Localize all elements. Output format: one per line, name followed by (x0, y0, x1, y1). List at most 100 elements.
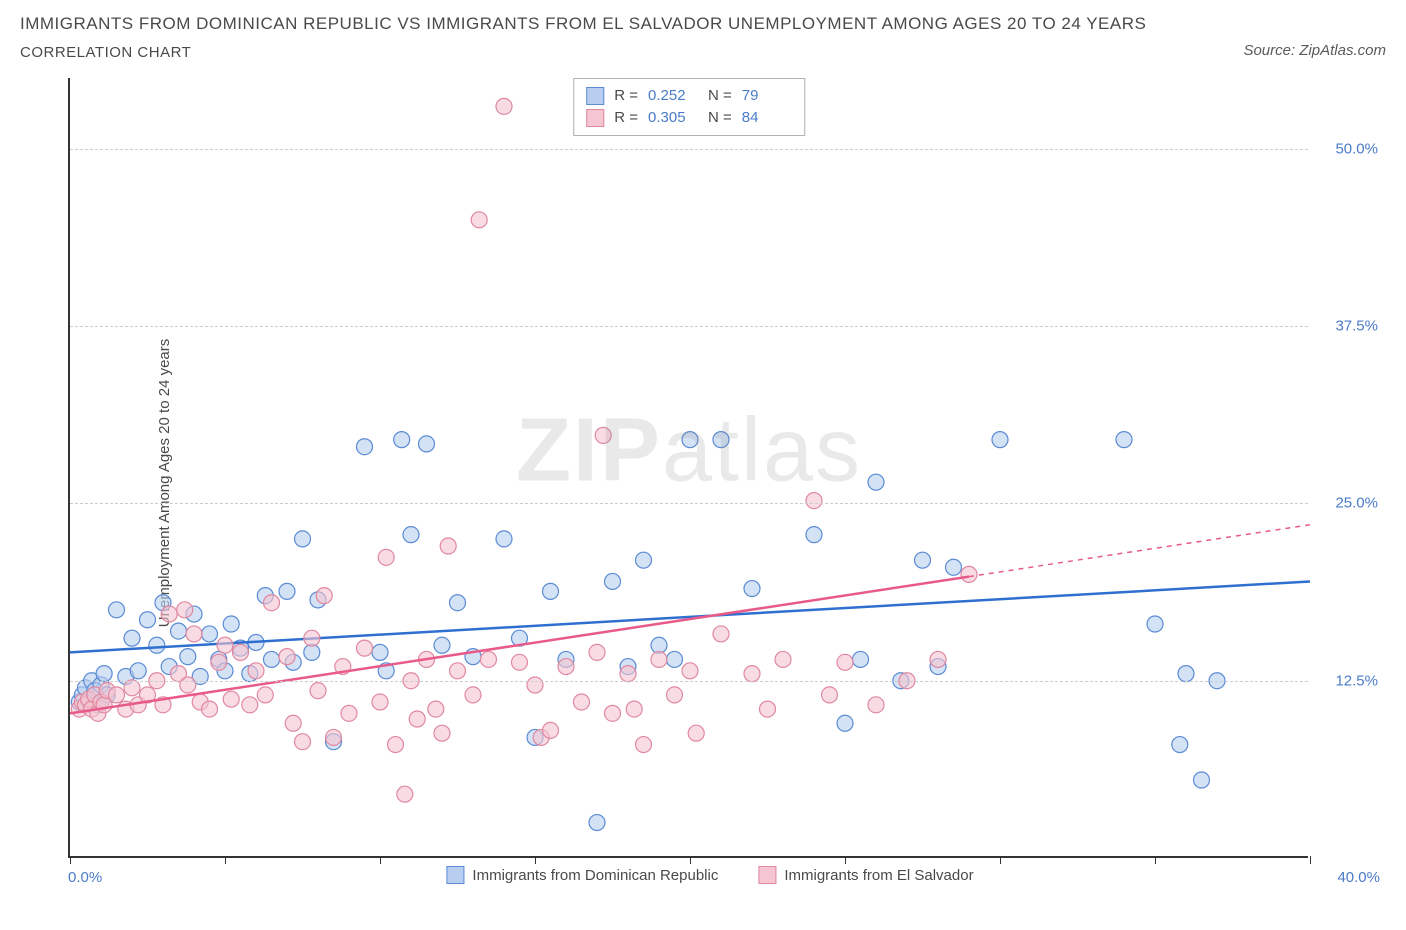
x-tick (225, 856, 226, 864)
data-point (279, 649, 295, 665)
data-point (419, 436, 435, 452)
legend-item-series1: Immigrants from Dominican Republic (446, 866, 718, 884)
data-point (310, 683, 326, 699)
data-point (1172, 737, 1188, 753)
data-point (496, 98, 512, 114)
data-point (744, 666, 760, 682)
data-point (186, 626, 202, 642)
x-tick (1155, 856, 1156, 864)
n-label: N = (708, 85, 732, 107)
data-point (440, 538, 456, 554)
data-point (775, 651, 791, 667)
data-point (992, 432, 1008, 448)
data-point (202, 701, 218, 717)
x-tick (1310, 856, 1311, 864)
data-point (806, 527, 822, 543)
swatch-series2-icon (758, 866, 776, 884)
data-point (341, 705, 357, 721)
data-point (372, 694, 388, 710)
chart-title-line1: IMMIGRANTS FROM DOMINICAN REPUBLIC VS IM… (20, 14, 1386, 34)
data-point (636, 552, 652, 568)
data-point (388, 737, 404, 753)
data-point (946, 559, 962, 575)
data-point (161, 606, 177, 622)
data-point (667, 687, 683, 703)
y-tick-label: 50.0% (1335, 140, 1378, 157)
x-tick (70, 856, 71, 864)
gridline (70, 326, 1308, 327)
data-point (124, 630, 140, 646)
r-label: R = (614, 85, 638, 107)
r-value-series1: 0.252 (648, 85, 698, 107)
data-point (1178, 666, 1194, 682)
data-point (223, 616, 239, 632)
data-point (316, 588, 332, 604)
data-point (868, 474, 884, 490)
data-point (543, 722, 559, 738)
scatter-plot-svg (70, 78, 1310, 858)
chart-title-line2: CORRELATION CHART (20, 44, 1386, 61)
data-point (372, 644, 388, 660)
data-point (171, 623, 187, 639)
data-point (620, 666, 636, 682)
data-point (96, 666, 112, 682)
legend-item-series2: Immigrants from El Salvador (758, 866, 973, 884)
data-point (295, 734, 311, 750)
trend-line (70, 581, 1310, 652)
plot-area: ZIPatlas R = 0.252 N = 79 R = 0.305 N = … (68, 78, 1308, 858)
n-value-series2: 84 (742, 107, 792, 129)
stats-row-series2: R = 0.305 N = 84 (586, 107, 792, 129)
data-point (279, 583, 295, 599)
data-point (264, 651, 280, 667)
x-tick (845, 856, 846, 864)
data-point (434, 637, 450, 653)
data-point (357, 640, 373, 656)
data-point (217, 637, 233, 653)
data-point (930, 651, 946, 667)
data-point (853, 651, 869, 667)
data-point (595, 427, 611, 443)
data-point (961, 566, 977, 582)
data-point (378, 549, 394, 565)
data-point (605, 705, 621, 721)
data-point (264, 595, 280, 611)
data-point (450, 663, 466, 679)
data-point (667, 651, 683, 667)
data-point (149, 637, 165, 653)
x-tick (380, 856, 381, 864)
gridline (70, 681, 1308, 682)
swatch-series1-icon (586, 87, 604, 105)
data-point (304, 630, 320, 646)
data-point (543, 583, 559, 599)
x-tick (690, 856, 691, 864)
r-value-series2: 0.305 (648, 107, 698, 129)
data-point (682, 663, 698, 679)
data-point (465, 687, 481, 703)
data-point (636, 737, 652, 753)
data-point (868, 697, 884, 713)
r-label: R = (614, 107, 638, 129)
data-point (409, 711, 425, 727)
data-point (434, 725, 450, 741)
data-point (682, 432, 698, 448)
source-attribution: Source: ZipAtlas.com (1243, 42, 1386, 59)
swatch-series1-icon (446, 866, 464, 884)
data-point (589, 644, 605, 660)
data-point (760, 701, 776, 717)
data-point (242, 697, 258, 713)
data-point (202, 626, 218, 642)
data-point (257, 687, 273, 703)
data-point (211, 654, 227, 670)
data-point (1147, 616, 1163, 632)
gridline (70, 149, 1308, 150)
data-point (1194, 772, 1210, 788)
data-point (130, 663, 146, 679)
legend-label-series2: Immigrants from El Salvador (784, 867, 973, 884)
data-point (180, 649, 196, 665)
correlation-stats-legend: R = 0.252 N = 79 R = 0.305 N = 84 (573, 78, 805, 136)
data-point (285, 715, 301, 731)
data-point (397, 786, 413, 802)
data-point (295, 531, 311, 547)
data-point (124, 680, 140, 696)
data-point (558, 659, 574, 675)
